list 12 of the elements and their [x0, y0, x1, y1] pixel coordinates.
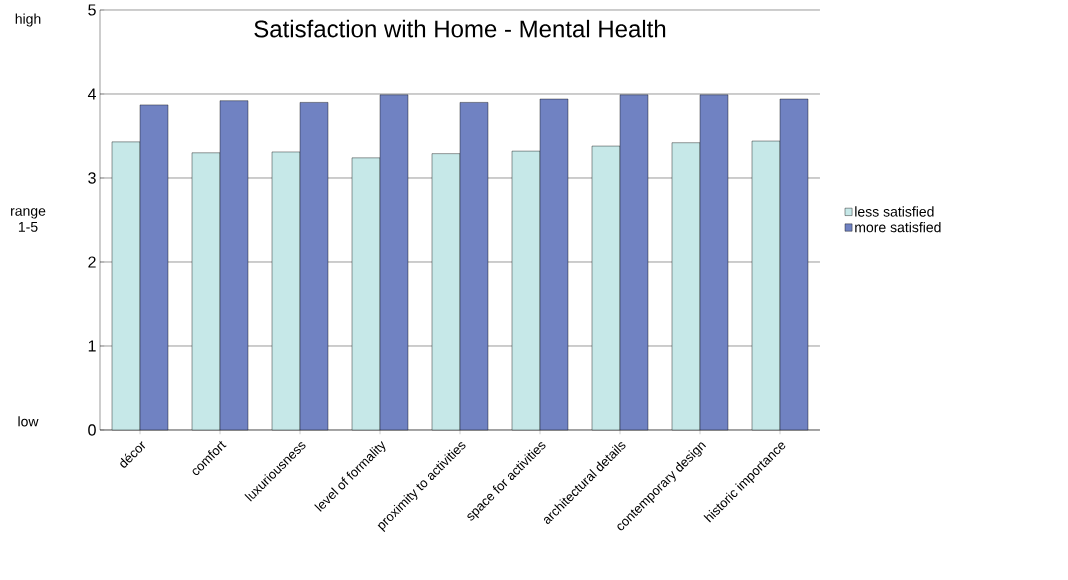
y-tick-label: 3: [88, 172, 96, 184]
y-axis-title: range 1-5: [11, 208, 46, 232]
y-tick-label: 2: [88, 256, 96, 268]
text: high: [15, 13, 41, 27]
y-tick-label: 4: [87, 88, 96, 100]
y-tick-label: 1: [88, 340, 96, 352]
chart-title: Satisfaction with Home - Mental Health: [254, 19, 666, 38]
y-tick-label: 0: [88, 424, 96, 436]
text: low: [18, 416, 39, 427]
legend-label: less satisfied: [855, 206, 934, 217]
legend-label: more satisfied: [855, 221, 941, 233]
y-tick-label: 5: [88, 4, 96, 16]
